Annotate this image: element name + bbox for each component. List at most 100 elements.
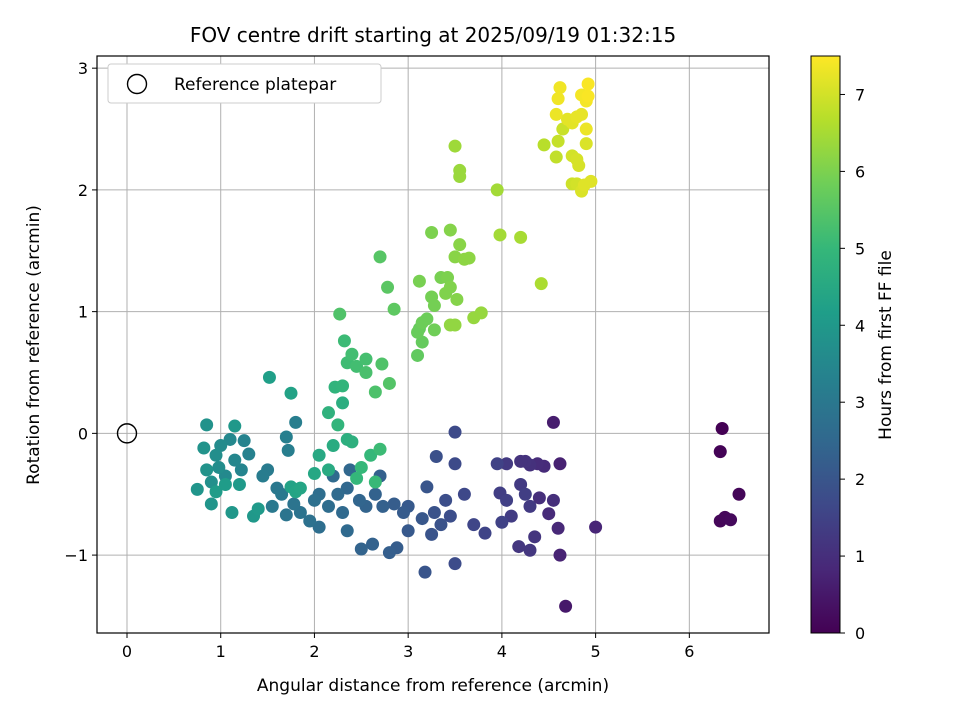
x-tick-label: 6 (684, 642, 694, 661)
data-point (204, 475, 218, 489)
data-point (425, 527, 439, 541)
data-point (373, 442, 387, 456)
data-point (218, 477, 232, 491)
data-point (382, 546, 396, 560)
data-point (418, 565, 432, 579)
colorbar-tick-label: 6 (855, 162, 865, 181)
data-point (439, 493, 453, 507)
y-axis: −1 0 1 2 3 (64, 59, 97, 565)
colorbar-label: Hours from first FF file (876, 250, 896, 440)
data-point (350, 359, 364, 373)
data-point (340, 481, 354, 495)
data-point (420, 312, 434, 326)
data-point (453, 238, 467, 252)
data-point (553, 457, 567, 471)
data-point (434, 518, 448, 532)
data-point (537, 138, 551, 152)
data-point (281, 443, 295, 457)
data-point (368, 385, 382, 399)
data-point (228, 453, 242, 467)
data-point (364, 448, 378, 462)
data-point (457, 487, 471, 501)
reference-marker (116, 423, 138, 444)
data-point (514, 454, 528, 468)
data-point (340, 524, 354, 538)
data-point (551, 134, 565, 148)
data-point (546, 415, 560, 429)
data-point (427, 323, 441, 337)
y-tick-label: 0 (78, 424, 88, 443)
data-point (284, 386, 298, 400)
data-point (293, 481, 307, 495)
grid (97, 56, 769, 633)
data-point (197, 441, 211, 455)
data-point (287, 497, 301, 511)
data-point (375, 357, 389, 371)
chart-title: FOV centre drift starting at 2025/09/19 … (190, 23, 676, 47)
colorbar-tick-label: 0 (855, 624, 865, 643)
data-point (354, 460, 368, 474)
data-point (336, 505, 350, 519)
data-point (303, 514, 317, 528)
data-point (556, 122, 570, 136)
data-point (490, 183, 504, 197)
data-point (223, 432, 237, 446)
data-point (376, 499, 390, 513)
data-point (209, 485, 223, 499)
colorbar-tick-label: 3 (855, 393, 865, 412)
data-point (381, 280, 395, 294)
data-point (443, 223, 457, 237)
data-point (504, 509, 518, 523)
data-point (474, 306, 488, 320)
x-tick-label: 5 (591, 642, 601, 661)
y-tick-label: −1 (64, 546, 88, 565)
data-point (307, 467, 321, 481)
data-point (326, 439, 340, 453)
data-point (412, 274, 426, 288)
data-point (352, 493, 366, 507)
data-point (553, 81, 567, 95)
data-point (518, 487, 532, 501)
data-point (462, 251, 476, 265)
data-point (359, 365, 373, 379)
data-point (336, 379, 350, 393)
data-point (307, 493, 321, 507)
legend-marker-icon (126, 73, 148, 95)
data-point (453, 163, 467, 177)
data-point (279, 508, 293, 522)
data-point (441, 271, 455, 285)
y-tick-label: 3 (78, 59, 88, 78)
data-point (559, 599, 573, 613)
data-point (450, 292, 464, 306)
data-point (584, 174, 598, 188)
data-point (345, 435, 359, 449)
data-point (415, 335, 429, 349)
data-point (345, 347, 359, 361)
data-point (232, 477, 246, 491)
data-point (429, 449, 443, 463)
data-point (366, 537, 380, 551)
y-tick-label: 2 (78, 181, 88, 200)
colorbar-gradient (810, 55, 841, 634)
data-point (396, 505, 410, 519)
data-point (589, 520, 603, 534)
data-point (242, 447, 256, 461)
data-point (204, 497, 218, 511)
data-point (359, 352, 373, 366)
data-point (214, 439, 228, 453)
colorbar: 0 1 2 3 4 5 6 7 Hours from first FF file (810, 55, 896, 643)
data-point (579, 137, 593, 151)
data-point (415, 512, 429, 526)
data-point (209, 448, 223, 462)
data-point (523, 499, 537, 513)
data-points (190, 77, 746, 613)
data-point (713, 445, 727, 459)
data-point (553, 548, 567, 562)
data-point (289, 415, 303, 429)
data-point (401, 524, 415, 538)
data-point (321, 406, 335, 420)
data-point (715, 421, 729, 435)
data-point (190, 482, 204, 496)
data-point (532, 491, 546, 505)
